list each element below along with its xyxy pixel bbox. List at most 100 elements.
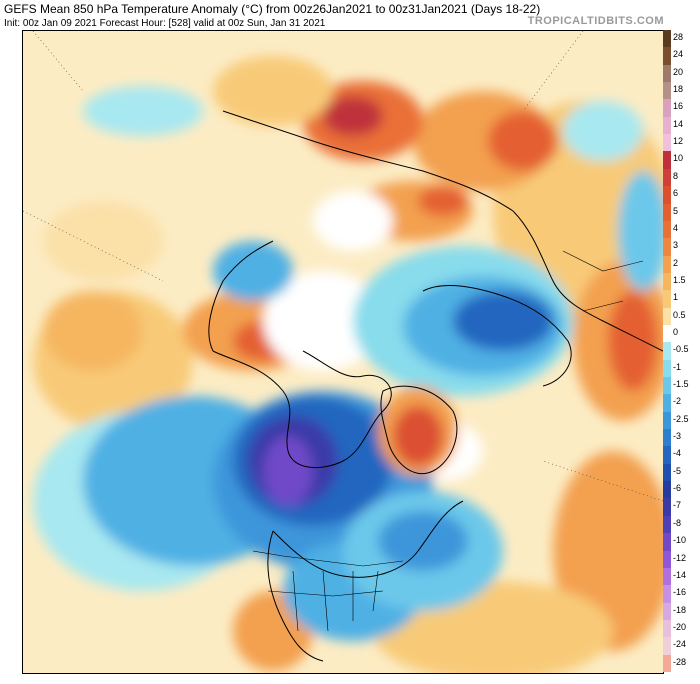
colorbar-level: 8 [663,168,697,187]
colorbar-level: 28 [663,30,697,48]
colorbar-swatch [663,463,671,482]
colorbar-swatch [663,134,671,152]
colorbar-label: -1 [673,361,682,372]
colorbar-level: -6 [663,481,697,499]
colorbar-level: -18 [663,602,697,620]
colorbar-label: 18 [673,84,684,95]
colorbar-label: -10 [673,535,687,546]
colorbar-level: -7 [663,498,697,516]
colorbar-label: 20 [673,66,684,77]
colorbar-label: -4 [673,448,682,459]
colorbar-level: -1 [663,359,697,378]
siberia-coastline [222,110,514,212]
colorbar-label: -14 [673,569,687,580]
colorbar-label: -18 [673,604,687,615]
colorbar-level: 18 [663,82,697,100]
siberia-warm-core [488,111,558,171]
colorbar-label: -6 [673,483,682,494]
map-title: GEFS Mean 850 hPa Temperature Anomaly (°… [4,2,541,16]
colorbar-level: 1 [663,290,697,308]
colorbar-level: -12 [663,550,697,568]
colorbar-swatch [663,290,671,308]
asia-borders [562,250,644,312]
colorbar-swatch [663,342,671,360]
colorbar-level: 5 [663,203,697,221]
colorbar-legend: 28 24 20 18 16 14 12 10 8 6 5 4 3 2 1.5 1 0.5 0 -0.5 -1 -1.5… [663,30,697,672]
colorbar-level: -2 [663,394,697,412]
colorbar-label: 24 [673,49,684,60]
meridians [23,31,663,502]
colorbar-label: 14 [673,118,684,129]
colorbar-swatch [663,30,671,48]
colorbar-label: 5 [673,205,679,216]
colorbar-label: 8 [673,170,679,181]
colorbar-level: 0 [663,324,697,343]
colorbar-level: 4 [663,220,697,239]
colorbar-swatch [663,168,671,187]
colorbar-level: -14 [663,567,697,586]
brand-watermark: TROPICALTIDBITS.COM [527,15,664,27]
colorbar-level: -0.5 [663,342,697,360]
colorbar-swatch [663,533,671,551]
north-warm-band [213,56,333,126]
colorbar-label: 6 [673,188,679,199]
colorbar-label: 0.5 [673,309,686,320]
colorbar-swatch [663,550,671,568]
colorbar-swatch [663,359,671,378]
colorbar-swatch [663,203,671,221]
colorbar-level: -3 [663,429,697,447]
greenland-coastline [380,385,458,475]
colorbar-label: 0 [673,326,679,337]
colorbar-level: -2.5 [663,411,697,430]
bering-coastline [208,240,274,352]
colorbar-swatch [663,515,671,534]
west-warm-band [43,201,163,281]
neutral-polar-zone [313,191,393,251]
arctic-warm-core [323,96,383,136]
colorbar-swatch [663,82,671,100]
colorbar-level: 0.5 [663,307,697,325]
meridian-northeast [522,31,584,112]
colorbar-swatch [663,498,671,516]
colorbar-swatch [663,619,671,638]
colorbar-level: -28 [663,654,697,672]
north-cold-band [83,86,203,136]
colorbar-swatch [663,481,671,499]
colorbar-swatch [663,654,671,672]
europe-coastline [422,285,572,387]
colorbar-label: -1.5 [673,379,689,390]
colorbar-swatch [663,394,671,412]
us-canada-border [252,550,404,567]
colorbar-swatch [663,116,671,135]
colorbar-swatch [663,272,671,291]
colorbar-label: -3 [673,431,682,442]
colorbar-swatch [663,186,671,204]
beaufort-cold-anomaly [213,241,293,301]
us-state-lines-horizontal [267,590,384,597]
colorbar-label: -24 [673,639,687,650]
anomaly-field [33,56,663,673]
colorbar-level: 16 [663,99,697,117]
colorbar-label: -2 [673,396,682,407]
colorbar-swatch [663,377,671,395]
map-subtitle: Init: 00z Jan 09 2021 Forecast Hour: [52… [4,18,326,29]
colorbar-swatch [663,585,671,603]
colorbar-label: 3 [673,240,679,251]
neutral-arctic-zone [263,271,383,371]
colorbar-level: 14 [663,116,697,135]
east-cold-band [618,171,663,291]
us-state-lines [292,570,379,632]
kara-warm-core [418,186,468,216]
colorbar-swatch [663,151,671,169]
colorbar-label: -12 [673,552,687,563]
colorbar-label: 1.5 [673,274,686,285]
colorbar-level: 3 [663,238,697,256]
colorbar-label: -5 [673,465,682,476]
north-america-west-coastline [267,530,324,662]
colorbar-swatch [663,602,671,620]
colorbar-swatch [663,446,671,464]
alaska-canada-coastline [212,350,392,469]
colorbar-swatch [663,99,671,117]
pacific-warm-core [43,291,143,371]
east-asia-warm-core [608,291,658,391]
